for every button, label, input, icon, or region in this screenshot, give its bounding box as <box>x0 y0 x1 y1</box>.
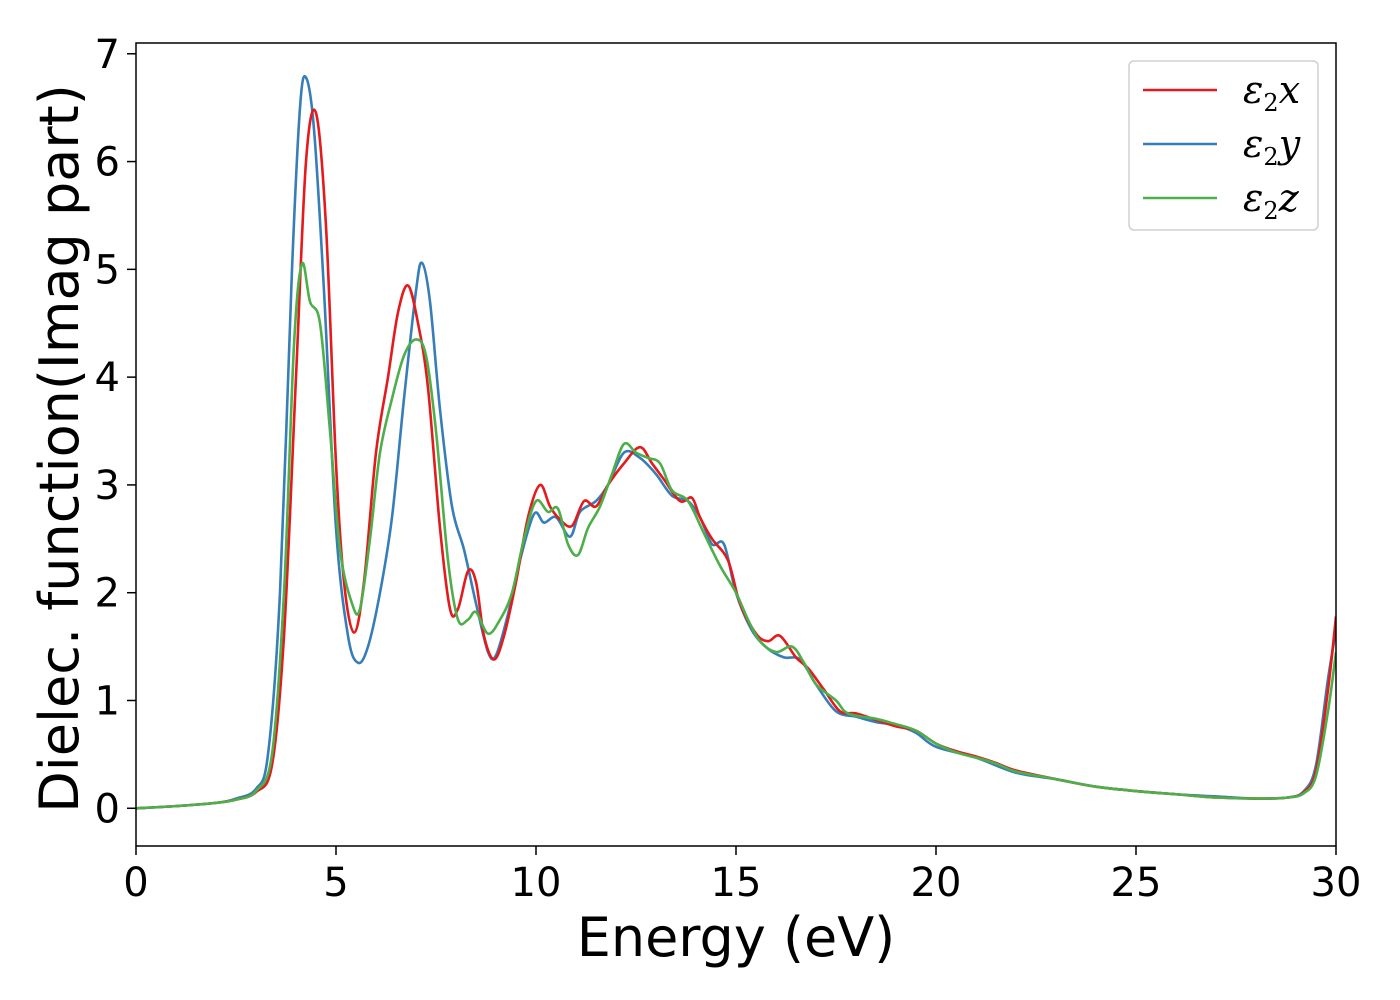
x-tick-label: 5 <box>323 860 348 906</box>
series-line-z <box>136 261 1336 810</box>
x-axis-ticks: 0 5 10 15 20 25 30 <box>123 846 1361 906</box>
x-tick-label: 30 <box>1311 860 1362 906</box>
legend-label-z: ε2z <box>1243 176 1300 225</box>
y-axis-ticks: 0 1 2 3 4 5 6 7 <box>95 32 136 832</box>
y-tick-label: 2 <box>95 571 120 617</box>
legend: ε2x ε2y ε2z <box>1128 60 1319 231</box>
x-tick-label: 10 <box>511 860 562 906</box>
y-tick-label: 5 <box>95 247 120 293</box>
y-tick-label: 7 <box>95 32 120 78</box>
series-lines <box>136 74 1336 810</box>
y-axis-label: Dielec. function(Imag part) <box>28 84 91 813</box>
legend-box <box>1128 60 1319 231</box>
legend-label-y: ε2y <box>1243 122 1301 171</box>
x-tick-label: 25 <box>1111 860 1162 906</box>
y-tick-label: 1 <box>95 678 120 724</box>
y-tick-label: 4 <box>95 355 120 401</box>
y-tick-label: 0 <box>95 786 120 832</box>
legend-label-x: ε2x <box>1243 68 1300 117</box>
y-tick-label: 3 <box>95 463 120 509</box>
x-axis-label: Energy (eV) <box>577 906 896 969</box>
x-tick-label: 15 <box>711 860 762 906</box>
x-tick-label: 0 <box>123 860 148 906</box>
x-tick-label: 20 <box>911 860 962 906</box>
y-tick-label: 6 <box>95 140 120 186</box>
